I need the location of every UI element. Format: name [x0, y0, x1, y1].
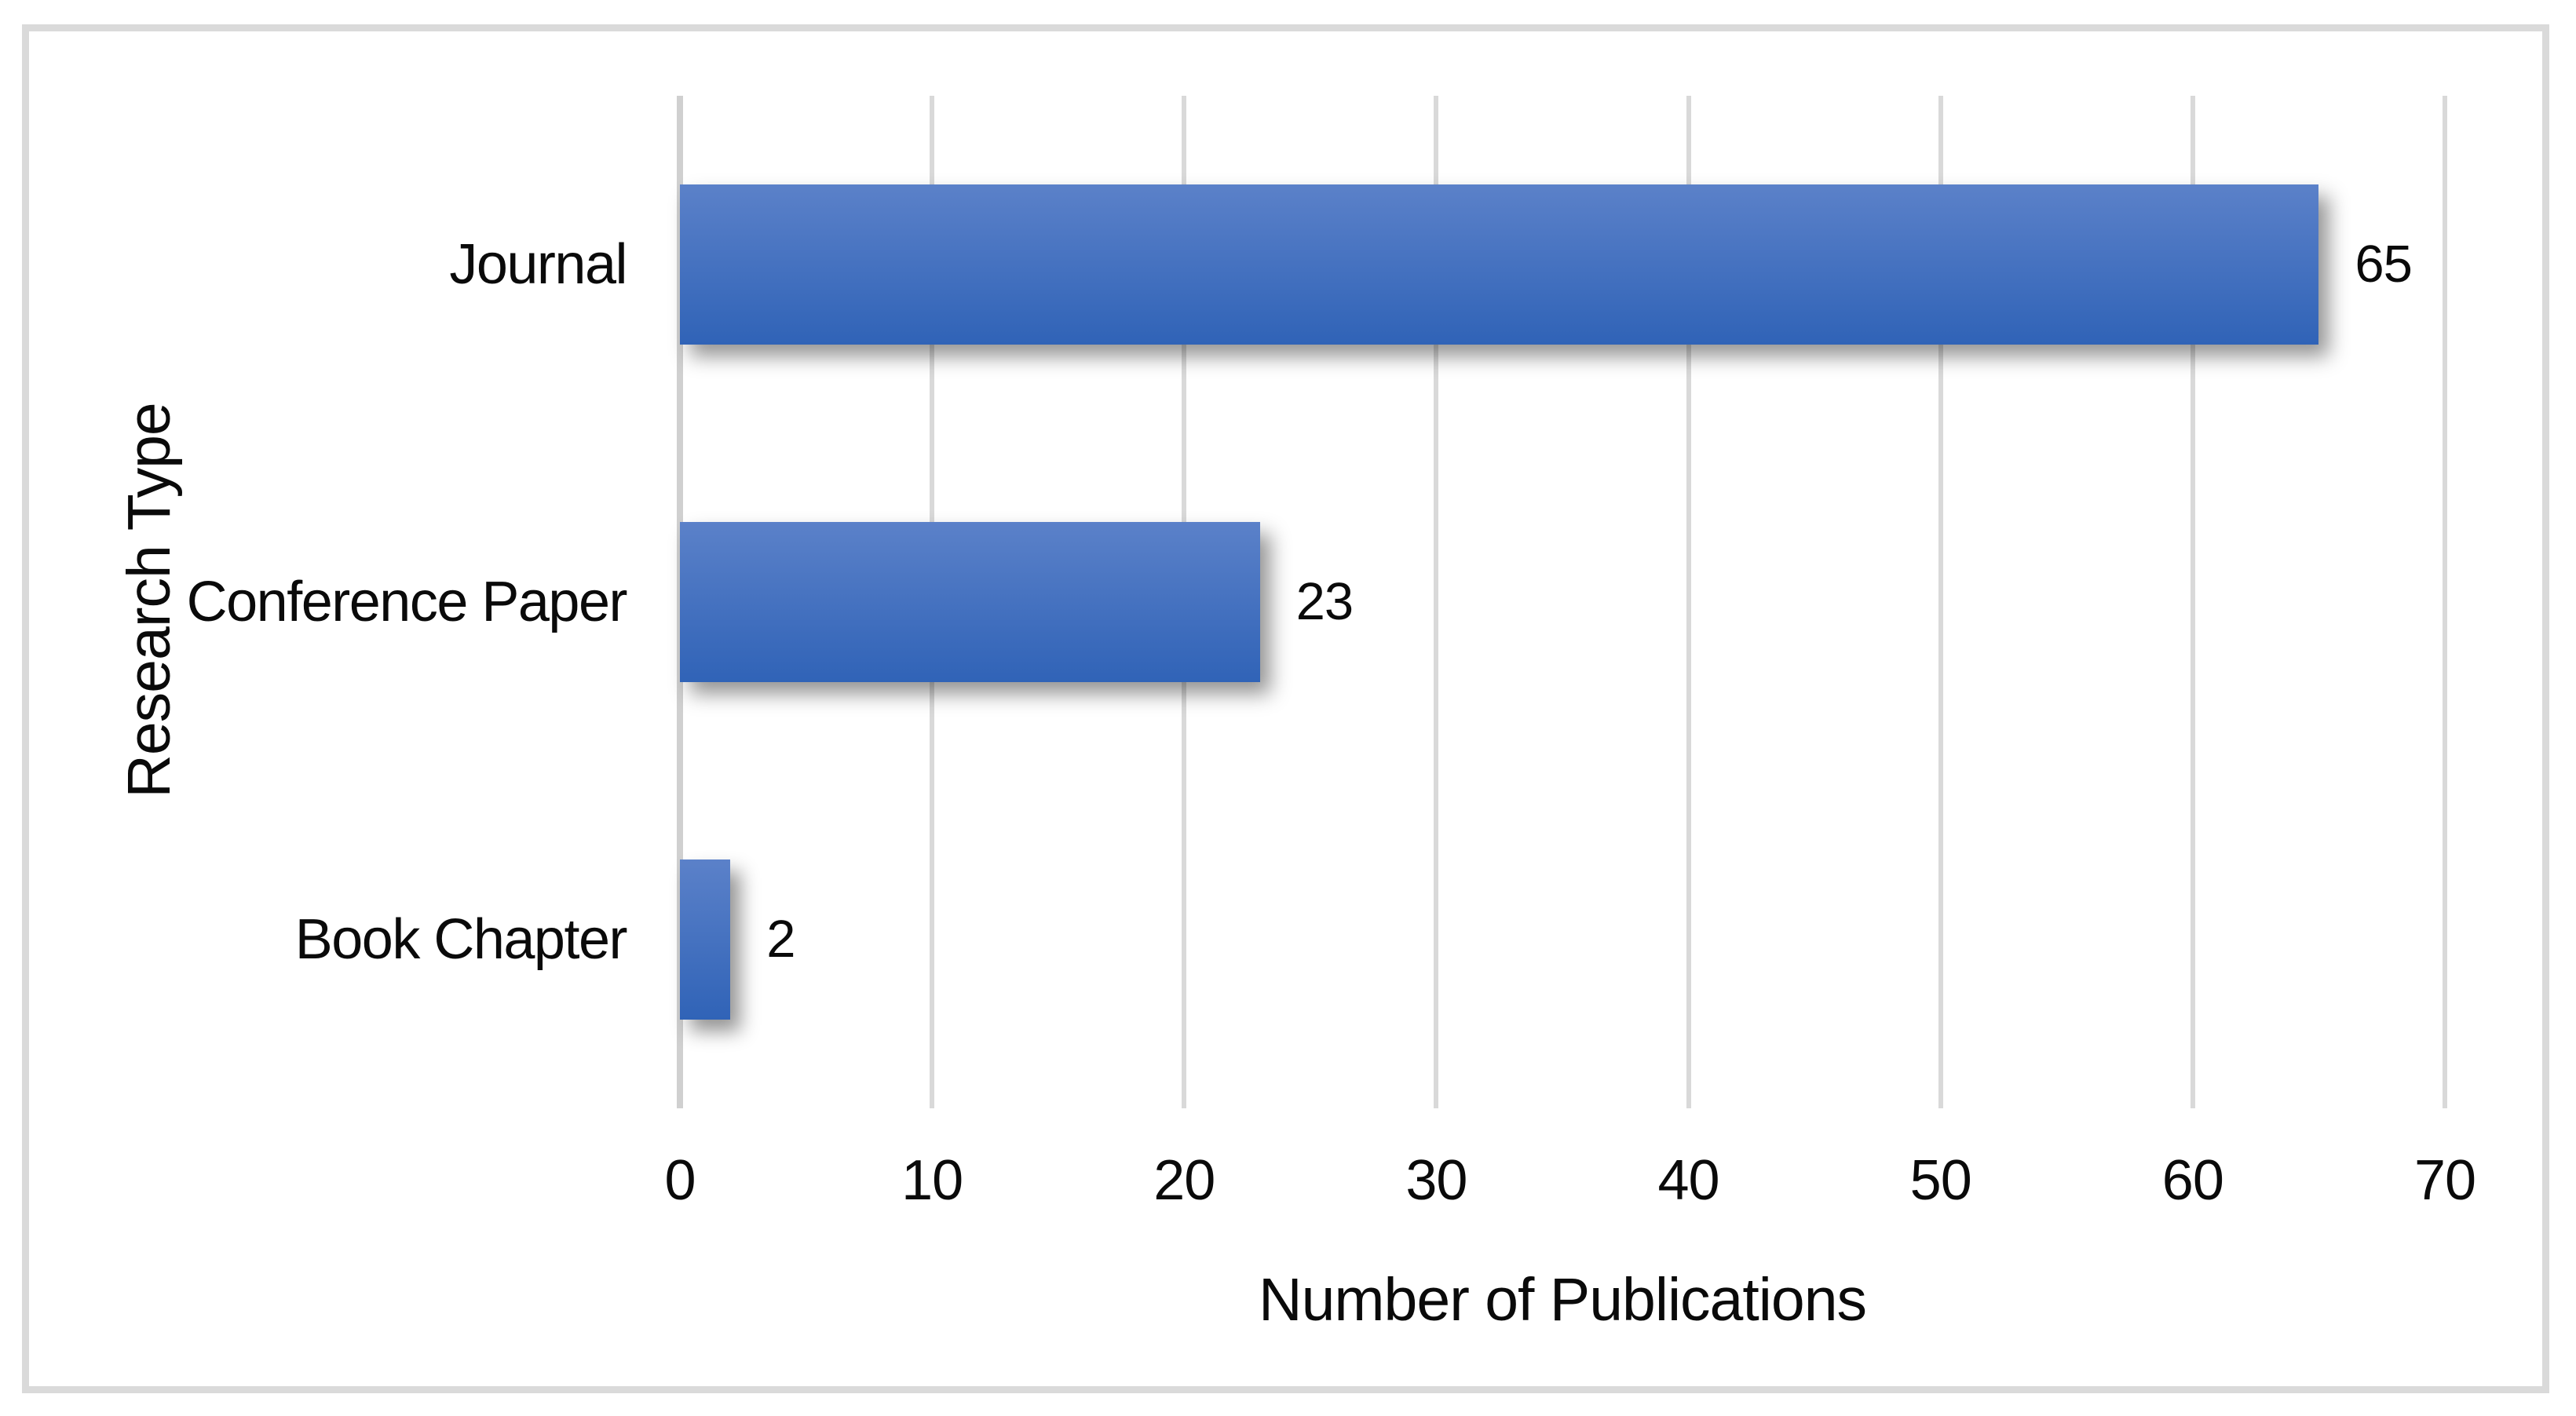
- gridline-40: [1686, 96, 1691, 1108]
- x-tick-label-40: 40: [1657, 1149, 1720, 1212]
- x-tick-label-60: 60: [2161, 1149, 2224, 1212]
- x-tick-label-30: 30: [1405, 1149, 1467, 1212]
- x-axis-title: Number of Publications: [1258, 1266, 1867, 1334]
- x-tick-label-50: 50: [1909, 1149, 1972, 1212]
- gridline-30: [1434, 96, 1439, 1108]
- x-tick-label-10: 10: [901, 1149, 963, 1212]
- category-label-journal: Journal: [449, 233, 627, 296]
- data-label-65: 65: [2355, 235, 2413, 294]
- gridline-50: [1938, 96, 1943, 1108]
- bar-book-chapter: [680, 859, 731, 1020]
- bar-journal: [680, 184, 2319, 345]
- gridline-60: [2190, 96, 2195, 1108]
- x-tick-label-70: 70: [2413, 1149, 2476, 1212]
- x-tick-label-0: 0: [664, 1149, 696, 1212]
- category-label-conference-paper: Conference Paper: [186, 571, 628, 633]
- data-label-2: 2: [766, 910, 795, 969]
- category-label-book-chapter: Book Chapter: [294, 908, 628, 971]
- plot-area: [677, 96, 2447, 1108]
- bar-conference-paper: [680, 522, 1260, 682]
- x-tick-label-20: 20: [1153, 1149, 1215, 1212]
- y-axis-title: Research Type: [115, 403, 183, 798]
- gridline-70: [2443, 96, 2447, 1108]
- data-label-23: 23: [1295, 572, 1354, 631]
